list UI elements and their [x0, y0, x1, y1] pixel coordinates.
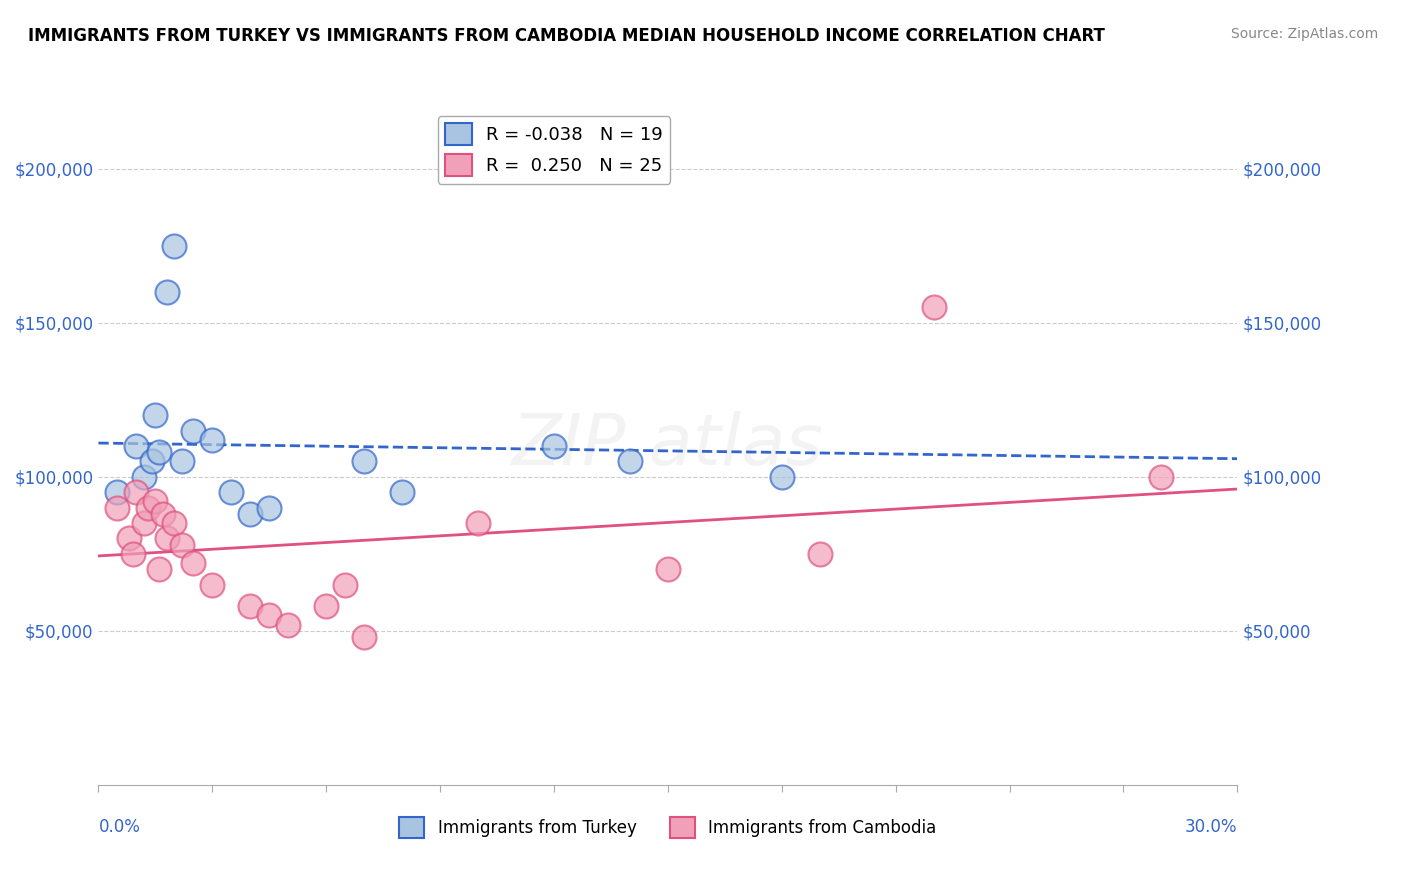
Point — [239, 599, 262, 614]
Point — [132, 516, 155, 530]
Point — [619, 454, 641, 468]
Point — [141, 454, 163, 468]
Point — [170, 538, 193, 552]
Point — [183, 424, 205, 438]
Text: Source: ZipAtlas.com: Source: ZipAtlas.com — [1230, 27, 1378, 41]
Point — [145, 494, 167, 508]
Legend: Immigrants from Turkey, Immigrants from Cambodia: Immigrants from Turkey, Immigrants from … — [392, 811, 943, 845]
Point — [259, 608, 281, 623]
Point — [259, 500, 281, 515]
Point — [125, 439, 148, 453]
Point — [121, 547, 143, 561]
Point — [136, 500, 159, 515]
Point — [152, 507, 174, 521]
Point — [221, 485, 243, 500]
Point — [201, 577, 224, 591]
Point — [163, 238, 186, 252]
Point — [277, 617, 299, 632]
Point — [922, 301, 945, 315]
Point — [107, 500, 129, 515]
Point — [125, 485, 148, 500]
Point — [132, 470, 155, 484]
Point — [467, 516, 489, 530]
Point — [808, 547, 831, 561]
Point — [543, 439, 565, 453]
Point — [201, 433, 224, 447]
Point — [107, 485, 129, 500]
Point — [391, 485, 413, 500]
Point — [118, 532, 141, 546]
Point — [170, 454, 193, 468]
Point — [239, 507, 262, 521]
Point — [353, 630, 375, 644]
Point — [156, 285, 179, 299]
Point — [148, 562, 170, 576]
Point — [156, 532, 179, 546]
Point — [183, 556, 205, 570]
Point — [163, 516, 186, 530]
Text: IMMIGRANTS FROM TURKEY VS IMMIGRANTS FROM CAMBODIA MEDIAN HOUSEHOLD INCOME CORRE: IMMIGRANTS FROM TURKEY VS IMMIGRANTS FRO… — [28, 27, 1105, 45]
Point — [148, 445, 170, 459]
Point — [353, 454, 375, 468]
Text: 0.0%: 0.0% — [98, 819, 141, 837]
Point — [1150, 470, 1173, 484]
Text: ZIP atlas: ZIP atlas — [512, 411, 824, 481]
Text: 30.0%: 30.0% — [1185, 819, 1237, 837]
Point — [657, 562, 679, 576]
Point — [335, 577, 357, 591]
Point — [145, 408, 167, 422]
Point — [315, 599, 337, 614]
Point — [770, 470, 793, 484]
